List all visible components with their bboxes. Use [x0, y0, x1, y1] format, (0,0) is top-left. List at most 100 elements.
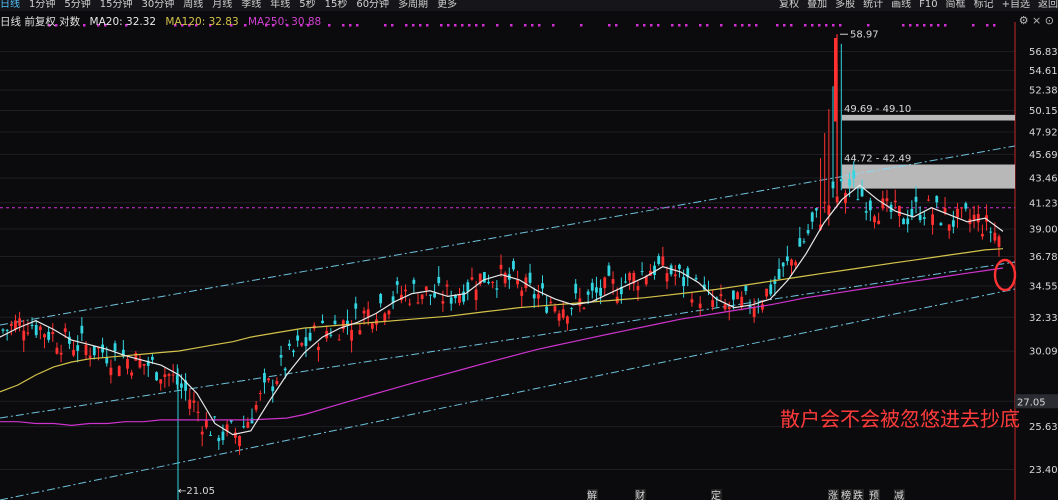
signal-dot [580, 24, 583, 27]
candle-body [910, 208, 914, 217]
indicator-legend: 日线 前复权 对数 MA20: 32.32 MA120: 32.83 MA250… [0, 14, 327, 29]
signal-dot [342, 24, 345, 27]
candle-body [424, 286, 428, 291]
toolbar-item[interactable]: 画线 [891, 0, 912, 10]
price-tick: 45.69 [1029, 150, 1058, 161]
candle-body [296, 335, 300, 341]
candle-body [333, 320, 337, 325]
candle-body [619, 286, 623, 295]
price-tick: 56.83 [1029, 47, 1058, 58]
candle-body [935, 196, 939, 203]
candle-body [63, 328, 67, 333]
candle-body [408, 303, 412, 305]
candle-body [292, 350, 295, 353]
candle-body [532, 294, 536, 299]
toolbar-item[interactable]: 返回 [1038, 0, 1058, 10]
candle-body [761, 304, 764, 310]
candle-body [939, 223, 943, 226]
signal-dot [55, 24, 58, 27]
legend-ma120: MA120: 32.83 [165, 16, 239, 28]
candle-body [51, 331, 55, 335]
candle-body [777, 269, 781, 280]
candle-body [868, 200, 872, 211]
period-tab[interactable]: 5秒 [299, 0, 316, 10]
channel-line [0, 288, 1016, 500]
candle-body [97, 347, 100, 349]
candle-body [943, 208, 947, 214]
candle-body [541, 283, 544, 289]
toolbar-item[interactable]: 复权 [779, 0, 800, 10]
last-price-label: 27.05 [1017, 397, 1046, 408]
toolbar-item[interactable]: +自选 [1001, 0, 1030, 10]
period-tab[interactable]: 5分钟 [64, 0, 91, 10]
candle-body [960, 207, 964, 209]
period-tab[interactable]: 月线 [212, 0, 233, 10]
signal-dot [181, 24, 184, 27]
candle-body [254, 405, 258, 410]
candle-body [441, 301, 445, 304]
candles[interactable] [1, 34, 1001, 500]
event-marker-bg [828, 489, 839, 500]
period-tab[interactable]: 年线 [270, 0, 291, 10]
period-tab[interactable]: 季线 [241, 0, 262, 10]
signal-dot [244, 24, 247, 27]
candle-body [155, 372, 158, 381]
legend-tool-icons[interactable]: ⚙ × ⊙ [1018, 14, 1054, 27]
period-tab[interactable]: 1分钟 [29, 0, 56, 10]
signal-dot [349, 24, 352, 27]
candle-body [76, 345, 80, 351]
toolbar-item[interactable]: 叠加 [807, 0, 828, 10]
low-price-label: ←21.05 [178, 486, 215, 497]
candle-body [171, 374, 175, 376]
signal-dot [909, 24, 912, 27]
zone-label: 44.72 - 42.49 [844, 154, 911, 165]
period-tab[interactable]: 15分钟 [99, 0, 133, 10]
candle-body [628, 273, 632, 281]
candle-body [864, 211, 868, 213]
candle-body [561, 309, 565, 318]
toolbar-item[interactable]: 多股 [835, 0, 856, 10]
candle-body [68, 336, 71, 344]
signal-dot [678, 24, 681, 27]
candle-body [520, 290, 524, 296]
channel-line [0, 145, 1016, 326]
candle-body [586, 291, 590, 295]
toolbar-item[interactable]: F10 [919, 0, 938, 10]
price-tick: 32.33 [1029, 313, 1058, 324]
event-marker-bg [711, 489, 722, 500]
candle-body [856, 199, 860, 201]
candle-body [553, 306, 557, 312]
period-tab[interactable]: 多周期 [398, 0, 429, 10]
period-tab[interactable]: 更多 [437, 0, 458, 10]
candle-body [732, 290, 735, 300]
candle-body [109, 367, 113, 376]
candle-body [951, 220, 955, 227]
period-tab[interactable]: 30分钟 [141, 0, 175, 10]
candle-body [661, 256, 665, 266]
signal-dot [832, 24, 835, 27]
resistance-zones: 49.69 - 49.10 44.72 - 42.49 [842, 104, 1015, 189]
toolbar-item[interactable]: 统计 [863, 0, 884, 10]
period-tab[interactable]: 日线 [0, 0, 20, 10]
candle-body [972, 214, 976, 221]
candle-body [852, 170, 856, 179]
event-marker-bg [635, 489, 646, 500]
price-tick: 23.40 [1029, 465, 1058, 476]
signal-dot [328, 24, 331, 27]
candle-body [914, 196, 918, 202]
signal-dot [440, 24, 443, 27]
period-tab[interactable]: 周线 [183, 0, 204, 10]
event-marker: 财 [635, 489, 645, 500]
candle-body [370, 323, 374, 329]
event-marker: 解 [587, 489, 597, 500]
candle-body [350, 329, 353, 341]
candle-body [449, 297, 453, 304]
toolbar-item[interactable]: 简框 [945, 0, 966, 10]
candle-body [462, 291, 466, 302]
toolbar-item[interactable]: 标记 [973, 0, 994, 10]
period-tab[interactable]: 60分钟 [356, 0, 390, 10]
period-tab[interactable]: 15秒 [324, 0, 348, 10]
candle-body [84, 344, 88, 356]
candle-body [981, 233, 984, 237]
